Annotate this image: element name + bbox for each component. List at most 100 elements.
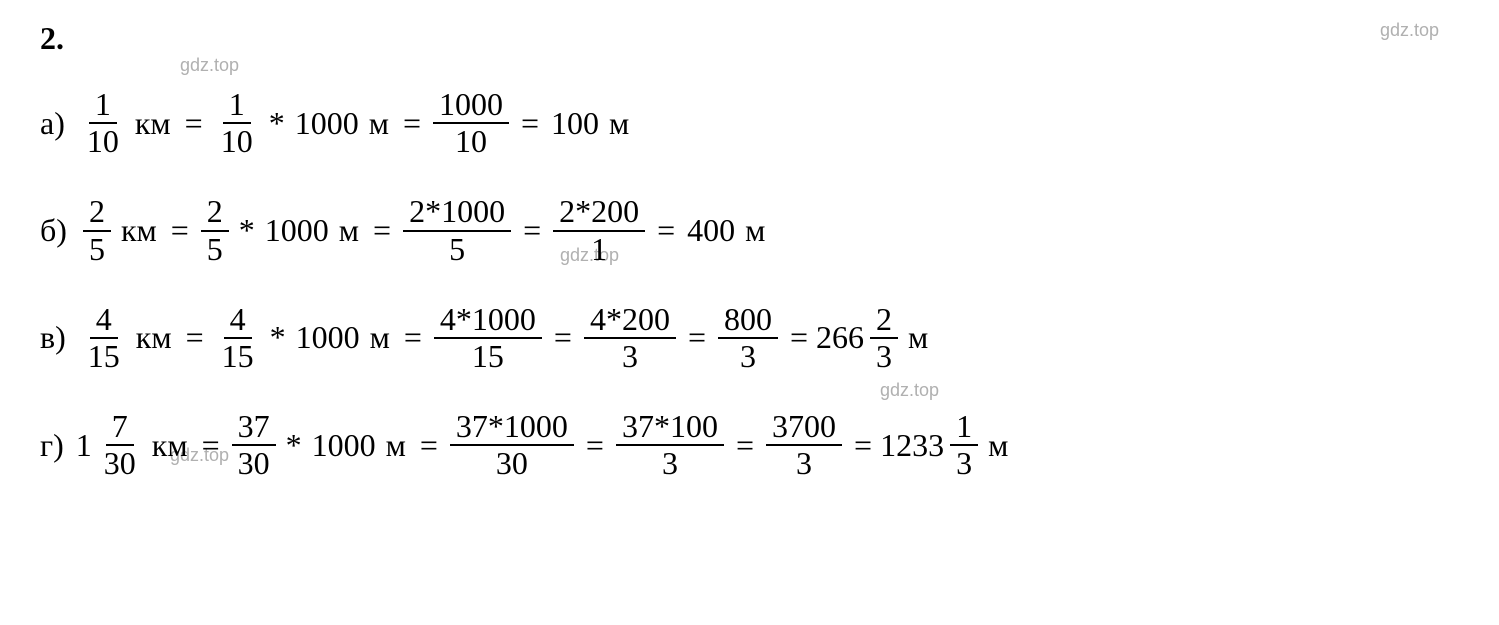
whole-part: 1 xyxy=(76,427,92,464)
fraction: 4*200 3 xyxy=(584,302,676,374)
unit-m: м xyxy=(908,319,928,356)
denominator: 3 xyxy=(656,446,684,481)
equals: = xyxy=(657,212,675,249)
equals: = xyxy=(202,427,220,464)
fraction: 1 10 xyxy=(81,87,125,159)
fraction: 4*1000 15 xyxy=(434,302,542,374)
equals: = xyxy=(523,212,541,249)
fraction: 800 3 xyxy=(718,302,778,374)
unit-m: м xyxy=(745,212,765,249)
fraction: 7 30 xyxy=(98,409,142,481)
multiply: * xyxy=(270,319,286,356)
equals: = xyxy=(185,105,203,142)
problem-number: 2. xyxy=(40,20,1459,57)
fraction: 4 15 xyxy=(216,302,260,374)
fraction: 1000 10 xyxy=(433,87,509,159)
denominator: 1 xyxy=(585,232,613,267)
denominator: 15 xyxy=(82,339,126,374)
value: 1000 xyxy=(295,105,359,142)
fraction: 3700 3 xyxy=(766,409,842,481)
equation-b: б) 2 5 км = 2 5 * 1000 м = 2*1000 5 = 2*… xyxy=(40,194,1459,266)
denominator: 30 xyxy=(232,446,276,481)
unit-km: км xyxy=(136,319,172,356)
numerator: 800 xyxy=(718,302,778,339)
numerator: 4 xyxy=(90,302,118,339)
unit-km: км xyxy=(135,105,171,142)
denominator: 5 xyxy=(443,232,471,267)
denominator: 3 xyxy=(734,339,762,374)
fraction: 2 5 xyxy=(83,194,111,266)
equals: = xyxy=(171,212,189,249)
fraction: 4 15 xyxy=(82,302,126,374)
denominator: 3 xyxy=(790,446,818,481)
numerator: 37 xyxy=(232,409,276,446)
unit-m: м xyxy=(988,427,1008,464)
fraction: 1 3 xyxy=(950,409,978,481)
numerator: 37*100 xyxy=(616,409,724,446)
numerator: 1 xyxy=(89,87,117,124)
denominator: 30 xyxy=(490,446,534,481)
fraction: 37*1000 30 xyxy=(450,409,574,481)
numerator: 2 xyxy=(201,194,229,231)
whole-part: 266 xyxy=(816,319,864,356)
watermark: gdz.top xyxy=(880,380,939,401)
unit-m: м xyxy=(339,212,359,249)
equation-a: а) 1 10 км = 1 10 * 1000 м = 1000 10 = 1… xyxy=(40,87,1459,159)
result: 400 xyxy=(687,212,735,249)
equation-v: в) 4 15 км = 4 15 * 1000 м = 4*1000 15 =… xyxy=(40,302,1459,374)
denominator: 15 xyxy=(466,339,510,374)
equals: = xyxy=(403,105,421,142)
equals: = xyxy=(186,319,204,356)
unit-m: м xyxy=(370,319,390,356)
multiply: * xyxy=(286,427,302,464)
denominator: 3 xyxy=(950,446,978,481)
fraction: 2*200 1 xyxy=(553,194,645,266)
equals: = xyxy=(420,427,438,464)
result: 100 xyxy=(551,105,599,142)
numerator: 1000 xyxy=(433,87,509,124)
mixed-number: 1233 1 3 xyxy=(880,409,982,481)
label-g: г) xyxy=(40,427,64,464)
numerator: 1 xyxy=(223,87,251,124)
watermark: gdz.top xyxy=(180,55,239,76)
denominator: 3 xyxy=(616,339,644,374)
label-b: б) xyxy=(40,212,67,249)
denominator: 10 xyxy=(449,124,493,159)
equals: = xyxy=(554,319,572,356)
multiply: * xyxy=(269,105,285,142)
label-v: в) xyxy=(40,319,66,356)
label-a: а) xyxy=(40,105,65,142)
equals: = xyxy=(521,105,539,142)
value: 1000 xyxy=(296,319,360,356)
multiply: * xyxy=(239,212,255,249)
denominator: 15 xyxy=(216,339,260,374)
denominator: 3 xyxy=(870,339,898,374)
fraction: 2*1000 5 xyxy=(403,194,511,266)
mixed-number: 266 2 3 xyxy=(816,302,902,374)
equals: = xyxy=(404,319,422,356)
denominator: 10 xyxy=(215,124,259,159)
unit-km: км xyxy=(121,212,157,249)
equals: = xyxy=(373,212,391,249)
fraction: 37*100 3 xyxy=(616,409,724,481)
numerator: 1 xyxy=(950,409,978,446)
equation-g: г) 1 7 30 км = 37 30 * 1000 м = 37*1000 … xyxy=(40,409,1459,481)
numerator: 4*1000 xyxy=(434,302,542,339)
numerator: 2 xyxy=(83,194,111,231)
denominator: 5 xyxy=(83,232,111,267)
fraction: 2 3 xyxy=(870,302,898,374)
unit-m: м xyxy=(609,105,629,142)
numerator: 4*200 xyxy=(584,302,676,339)
numerator: 2 xyxy=(870,302,898,339)
denominator: 30 xyxy=(98,446,142,481)
numerator: 2*200 xyxy=(553,194,645,231)
value: 1000 xyxy=(312,427,376,464)
equals: = xyxy=(736,427,754,464)
watermark: gdz.top xyxy=(1380,20,1439,41)
fraction: 1 10 xyxy=(215,87,259,159)
value: 1000 xyxy=(265,212,329,249)
equals: = xyxy=(854,427,872,464)
unit-km: км xyxy=(152,427,188,464)
fraction: 2 5 xyxy=(201,194,229,266)
equals: = xyxy=(688,319,706,356)
